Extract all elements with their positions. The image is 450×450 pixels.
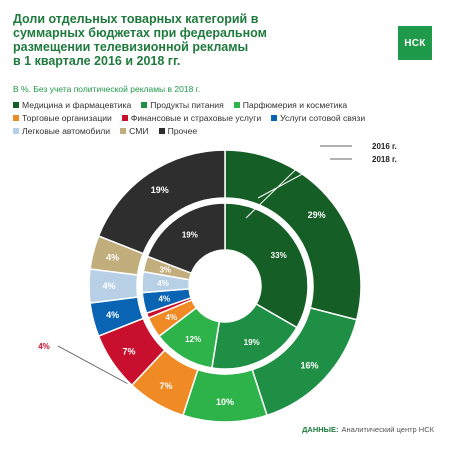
slice-label-inner-1: 19% (244, 338, 260, 347)
slice-label-inner-2: 12% (185, 335, 201, 344)
slice-inner-8 (146, 202, 226, 275)
legend-row-1: Медицина и фармацевтика Продукты питания… (13, 98, 443, 111)
legend-label: Легковые автомобили (22, 125, 111, 136)
legend-swatch (271, 114, 278, 121)
legend-row-2: Торговые организации Финансовые и страхо… (13, 111, 443, 124)
slice-label-outer-1: 16% (301, 361, 319, 371)
legend-swatch (141, 101, 148, 108)
slice-label-inner-0: 33% (271, 251, 287, 260)
legend-label: Продукты питания (150, 99, 224, 110)
legend-label: Медицина и фармацевтика (22, 99, 132, 110)
slice-label-inner-5: 4% (159, 294, 171, 303)
legend-swatch (13, 127, 19, 134)
legend-label: Услуги сотовой связи (280, 112, 366, 123)
slice-label-outer-4: 7% (123, 346, 136, 356)
slice-label-outer-7: 4% (106, 252, 119, 262)
chart-subtitle: В %. Без учета политической рекламы в 20… (13, 84, 201, 94)
chart-title: Доли отдельных товарных категорий в сумм… (13, 12, 267, 68)
legend-item: Легковые автомобили (13, 126, 110, 136)
legend-item: Финансовые и страховые услуги (121, 112, 262, 123)
legend-swatch (120, 127, 127, 134)
slice-label-inner-6: 4% (157, 279, 169, 288)
legend-swatch (121, 114, 128, 121)
legend-label: Торговые организации (22, 112, 112, 123)
legend-item: Медицина и фармацевтика (13, 100, 131, 110)
slice-label-outer-2: 10% (216, 397, 234, 407)
slice-label-inner-7: 3% (159, 265, 171, 274)
source-label: ДАННЫЕ: (302, 425, 339, 434)
slice-label-outer-5: 4% (106, 310, 119, 320)
ring-label-1: 2018 г. (372, 155, 397, 164)
legend-swatch (233, 101, 240, 108)
slice-inner-1 (211, 302, 298, 370)
legend-item: СМИ (120, 125, 149, 136)
callout-line (57, 345, 128, 384)
legend-label: Финансовые и страховые услуги (130, 112, 262, 123)
legend-swatch (13, 101, 19, 108)
slice-label-inner-8: 19% (182, 231, 198, 240)
slice-inner-0 (224, 202, 309, 329)
legend-row-3: Легковые автомобили СМИ Прочее (13, 124, 443, 137)
legend-item: Продукты питания (141, 100, 224, 110)
legend-item: Услуги сотовой связи (271, 113, 365, 123)
slice-label-outer-6: 4% (102, 281, 115, 291)
legend-item: Парфюмерия и косметика (233, 99, 348, 110)
nsk-logo: НСК (398, 26, 432, 60)
source-note: ДАННЫЕ: Аналитический центр НСК (302, 425, 434, 434)
callout-label: 4% (38, 342, 50, 351)
legend-label: Парфюмерия и косметика (242, 99, 348, 110)
legend-item: Торговые организации (13, 113, 112, 123)
legend-label: Прочее (167, 125, 198, 136)
ring-label-0: 2016 г. (372, 142, 397, 151)
slice-label-outer-3: 7% (159, 381, 172, 391)
slice-label-inner-3: 4% (166, 313, 178, 322)
slice-label-outer-8: 19% (151, 185, 169, 195)
legend-label: СМИ (129, 125, 149, 136)
legend-item: Прочее (158, 125, 198, 136)
source-text: Аналитический центр НСК (341, 425, 435, 434)
slice-label-outer-0: 29% (308, 210, 326, 220)
slice-outer-8 (97, 149, 226, 255)
legend: Медицина и фармацевтика Продукты питания… (13, 98, 443, 137)
legend-swatch (13, 114, 19, 121)
legend-swatch (158, 127, 165, 134)
